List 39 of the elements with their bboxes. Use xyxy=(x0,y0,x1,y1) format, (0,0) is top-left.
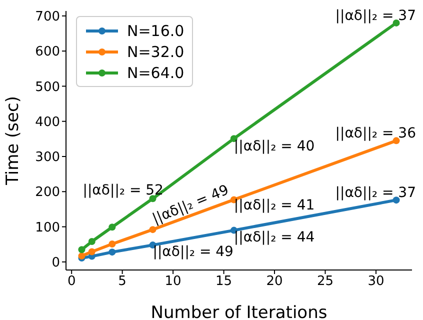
x-tick-label: 20 xyxy=(266,274,283,290)
x-tick-label: 10 xyxy=(164,274,182,290)
annotation: ||αδ||₂ = 41 xyxy=(234,198,315,214)
x-tick-label: 15 xyxy=(216,274,232,290)
point xyxy=(78,246,86,254)
legend-label: N=64.0 xyxy=(127,64,184,82)
x-tick-label: 0 xyxy=(67,274,76,290)
point xyxy=(88,248,96,256)
annotation: ||αδ||₂ = 52 xyxy=(82,182,164,199)
x-tick-label: 5 xyxy=(118,274,126,290)
point xyxy=(78,252,86,260)
y-tick-label: 600 xyxy=(35,44,60,60)
point xyxy=(108,240,116,248)
y-tick-label: 300 xyxy=(35,150,60,166)
y-tick-label: 100 xyxy=(35,220,60,236)
annotation: ||αδ||₂ = 37 xyxy=(335,8,416,24)
annotation: ||αδ||₂ = 37 xyxy=(335,185,416,202)
annotation: ||αδ||₂ = 49 xyxy=(152,244,234,260)
y-tick-label: 0 xyxy=(52,256,60,271)
point xyxy=(392,196,400,204)
x-axis-title: Number of Iterations xyxy=(150,303,328,320)
point xyxy=(149,226,156,234)
y-tick-label: 700 xyxy=(35,10,60,25)
y-tick-label: 200 xyxy=(35,185,60,200)
legend-label: N=16.0 xyxy=(127,22,184,40)
point xyxy=(88,238,96,246)
annotation: ||αδ||₂ = 40 xyxy=(234,138,315,155)
legend-label: N=32.0 xyxy=(127,42,184,60)
y-tick-label: 400 xyxy=(35,114,60,130)
point xyxy=(108,248,116,256)
point xyxy=(108,224,116,231)
y-axis-title: Time (sec) xyxy=(3,96,24,186)
annotation: ||αδ||₂ = 44 xyxy=(234,229,315,246)
y-tick-label: 500 xyxy=(35,80,60,95)
x-tick-label: 30 xyxy=(368,274,384,290)
point xyxy=(392,19,400,26)
x-tick-label: 25 xyxy=(316,274,334,290)
annotation: ||αδ||₂ = 36 xyxy=(335,126,416,142)
point xyxy=(392,137,400,144)
